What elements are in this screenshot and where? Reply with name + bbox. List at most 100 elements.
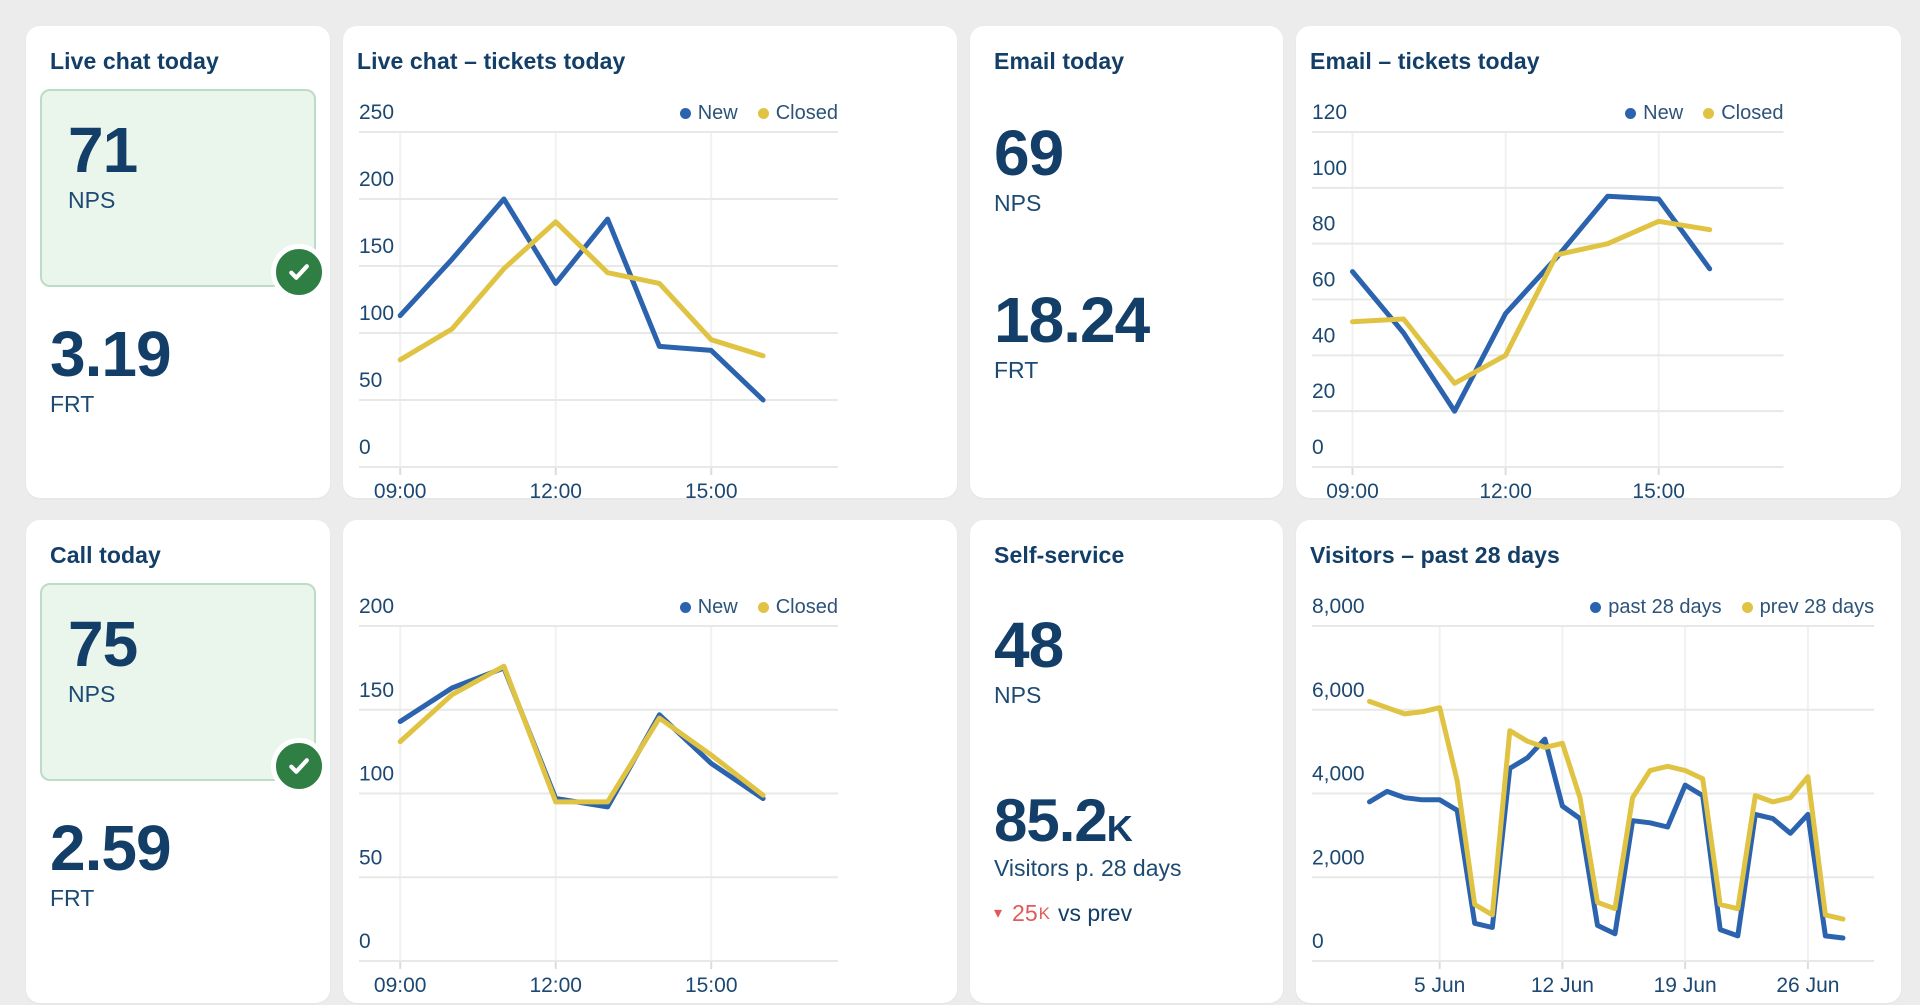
card-live-chat-tickets: Live chat – tickets today 09:00 12:00 15:0… [343, 26, 957, 498]
legend-label: New [697, 596, 738, 618]
y-axis-label: 20 [1312, 380, 1335, 403]
x-axis-label: 15:00 [685, 480, 738, 498]
y-axis-label: 150 [359, 235, 394, 258]
x-axis-label: 15:00 [1632, 480, 1685, 498]
nps-value: 75 [68, 608, 138, 680]
y-axis-label: 0 [359, 436, 371, 459]
frt-block: 18.24 FRT [994, 284, 1259, 384]
frt-label: FRT [50, 391, 95, 418]
series-line-New [397, 196, 766, 403]
y-axis-label: 100 [359, 763, 394, 786]
y-axis-label: 200 [359, 595, 394, 618]
legend-item: Closed [757, 596, 838, 619]
email-tickets-plot: 09:00 12:00 15:00 120 100 80 60 40 20 0 [1312, 101, 1784, 498]
card-title: Visitors – past 28 days [1310, 542, 1560, 568]
card-title: Live chat – tickets today [357, 48, 626, 74]
legend-item: Closed [757, 102, 838, 125]
card-self-service: Self-service 48 NPS 85.2K Visitors p. 28… [970, 520, 1283, 1003]
y-axis-label: 6,000 [1312, 679, 1365, 702]
email-tickets-legend: New Closed [1625, 102, 1783, 125]
series-line-past-28-days [1367, 736, 1846, 941]
card-visitors: Visitors – past 28 days 5 Jun 12 Jun 19 Ju… [1296, 520, 1901, 1003]
nps-score-box: 75 NPS [40, 583, 327, 794]
x-axis-label: 12:00 [529, 480, 582, 498]
x-axis-label: 12:00 [529, 974, 582, 997]
live-chat-tickets-legend: New Closed [679, 102, 838, 125]
delta-text: vs prev [1057, 900, 1133, 927]
nps-value: 69 [994, 117, 1064, 189]
legend-dot-icon [1625, 108, 1637, 119]
legend-item: New [1625, 102, 1683, 125]
frt-label: FRT [50, 885, 95, 912]
visitors-number: 85.2 [994, 787, 1108, 855]
frt-value: 2.59 [50, 812, 172, 884]
card-title: Self-service [994, 542, 1125, 568]
y-axis-label: 150 [359, 679, 394, 702]
series-line-Closed [397, 219, 766, 363]
visitors-value: 85.2K [994, 789, 1259, 852]
x-axis-label: 09:00 [374, 480, 427, 498]
visitors-chart: 5 Jun 12 Jun 19 Jun 26 Jun 8,000 6,000 4,000 2,… [1310, 580, 1877, 1000]
y-axis-label: 2,000 [1312, 846, 1365, 869]
frt-block: 3.19 FRT [50, 320, 306, 418]
email-tickets-chart: 09:00 12:00 15:00 120 100 80 60 40 20 0 New Closed [1310, 86, 1877, 498]
card-title: Email today [994, 48, 1125, 74]
x-axis-label: 5 Jun [1414, 974, 1465, 997]
card-call-today: Call today 75 NPS 2.59 FRT [26, 520, 330, 1003]
series-line-prev-28-days [1367, 698, 1846, 922]
visitors-delta: ▾ 25 K vs prev [994, 900, 1259, 927]
y-axis-label: 100 [359, 302, 394, 325]
visitors-plot: 5 Jun 12 Jun 19 Jun 26 Jun 8,000 6,000 4,000 2,… [1312, 595, 1875, 997]
legend-item: prev 28 days [1741, 596, 1874, 619]
y-axis-label: 200 [359, 168, 394, 191]
live-chat-tickets-chart: 09:00 12:00 15:00 250 200 150 100 50 0 New Closed [357, 86, 933, 498]
y-axis-label: 8,000 [1312, 595, 1365, 618]
legend-dot-icon [679, 602, 691, 613]
delta-value: 25 [1012, 900, 1038, 927]
x-axis-label: 26 Jun [1776, 974, 1839, 997]
frt-value: 18.24 [994, 284, 1150, 357]
nps-label: NPS [994, 190, 1042, 217]
legend-item: Closed [1703, 102, 1783, 125]
nps-label: NPS [68, 187, 116, 214]
y-axis-label: 250 [359, 101, 394, 124]
y-axis-label: 4,000 [1312, 763, 1365, 786]
card-title [357, 540, 933, 570]
visitors-block: 85.2K Visitors p. 28 days ▾ 25 K vs prev [994, 789, 1259, 927]
x-axis-label: 12:00 [1479, 480, 1532, 498]
legend-item: New [679, 596, 738, 619]
legend-item: New [679, 102, 738, 125]
check-icon [271, 738, 327, 794]
y-axis-label: 40 [1312, 324, 1335, 347]
live-chat-tickets-plot: 09:00 12:00 15:00 250 200 150 100 50 0 [359, 101, 838, 498]
call-tickets-legend: New Closed [679, 596, 838, 619]
check-icon [271, 244, 327, 300]
card-title: Live chat today [50, 48, 219, 74]
legend-label: Closed [775, 102, 838, 124]
legend-dot-icon [679, 108, 691, 119]
frt-label: FRT [994, 357, 1039, 384]
card-live-chat-today: Live chat today 71 NPS 3.19 FRT [26, 26, 330, 498]
y-axis-label: 0 [1312, 930, 1324, 953]
series-line-New [1350, 193, 1713, 414]
legend-label: past 28 days [1608, 596, 1722, 618]
y-axis-label: 0 [359, 930, 371, 953]
visitors-unit: K [1106, 808, 1133, 850]
y-axis-label: 120 [1312, 101, 1347, 124]
card-title: Call today [50, 542, 161, 568]
legend-label: Closed [775, 596, 838, 618]
card-email-tickets: Email – tickets today 09:00 12:00 15:00 120… [1296, 26, 1901, 498]
visitors-label: Visitors p. 28 days [994, 855, 1182, 882]
y-axis-label: 0 [1312, 436, 1324, 459]
y-axis-label: 80 [1312, 213, 1335, 236]
call-tickets-plot: 09:00 12:00 15:00 200 150 100 50 0 [359, 595, 838, 997]
nps-label: NPS [994, 682, 1042, 709]
y-axis-label: 50 [359, 369, 382, 392]
y-axis-label: 60 [1312, 269, 1335, 292]
legend-dot-icon [757, 602, 769, 613]
y-axis-label: 100 [1312, 157, 1347, 180]
series-line-Closed [1350, 218, 1713, 386]
legend-item: past 28 days [1590, 596, 1722, 619]
nps-block: 48 NPS [994, 611, 1259, 709]
